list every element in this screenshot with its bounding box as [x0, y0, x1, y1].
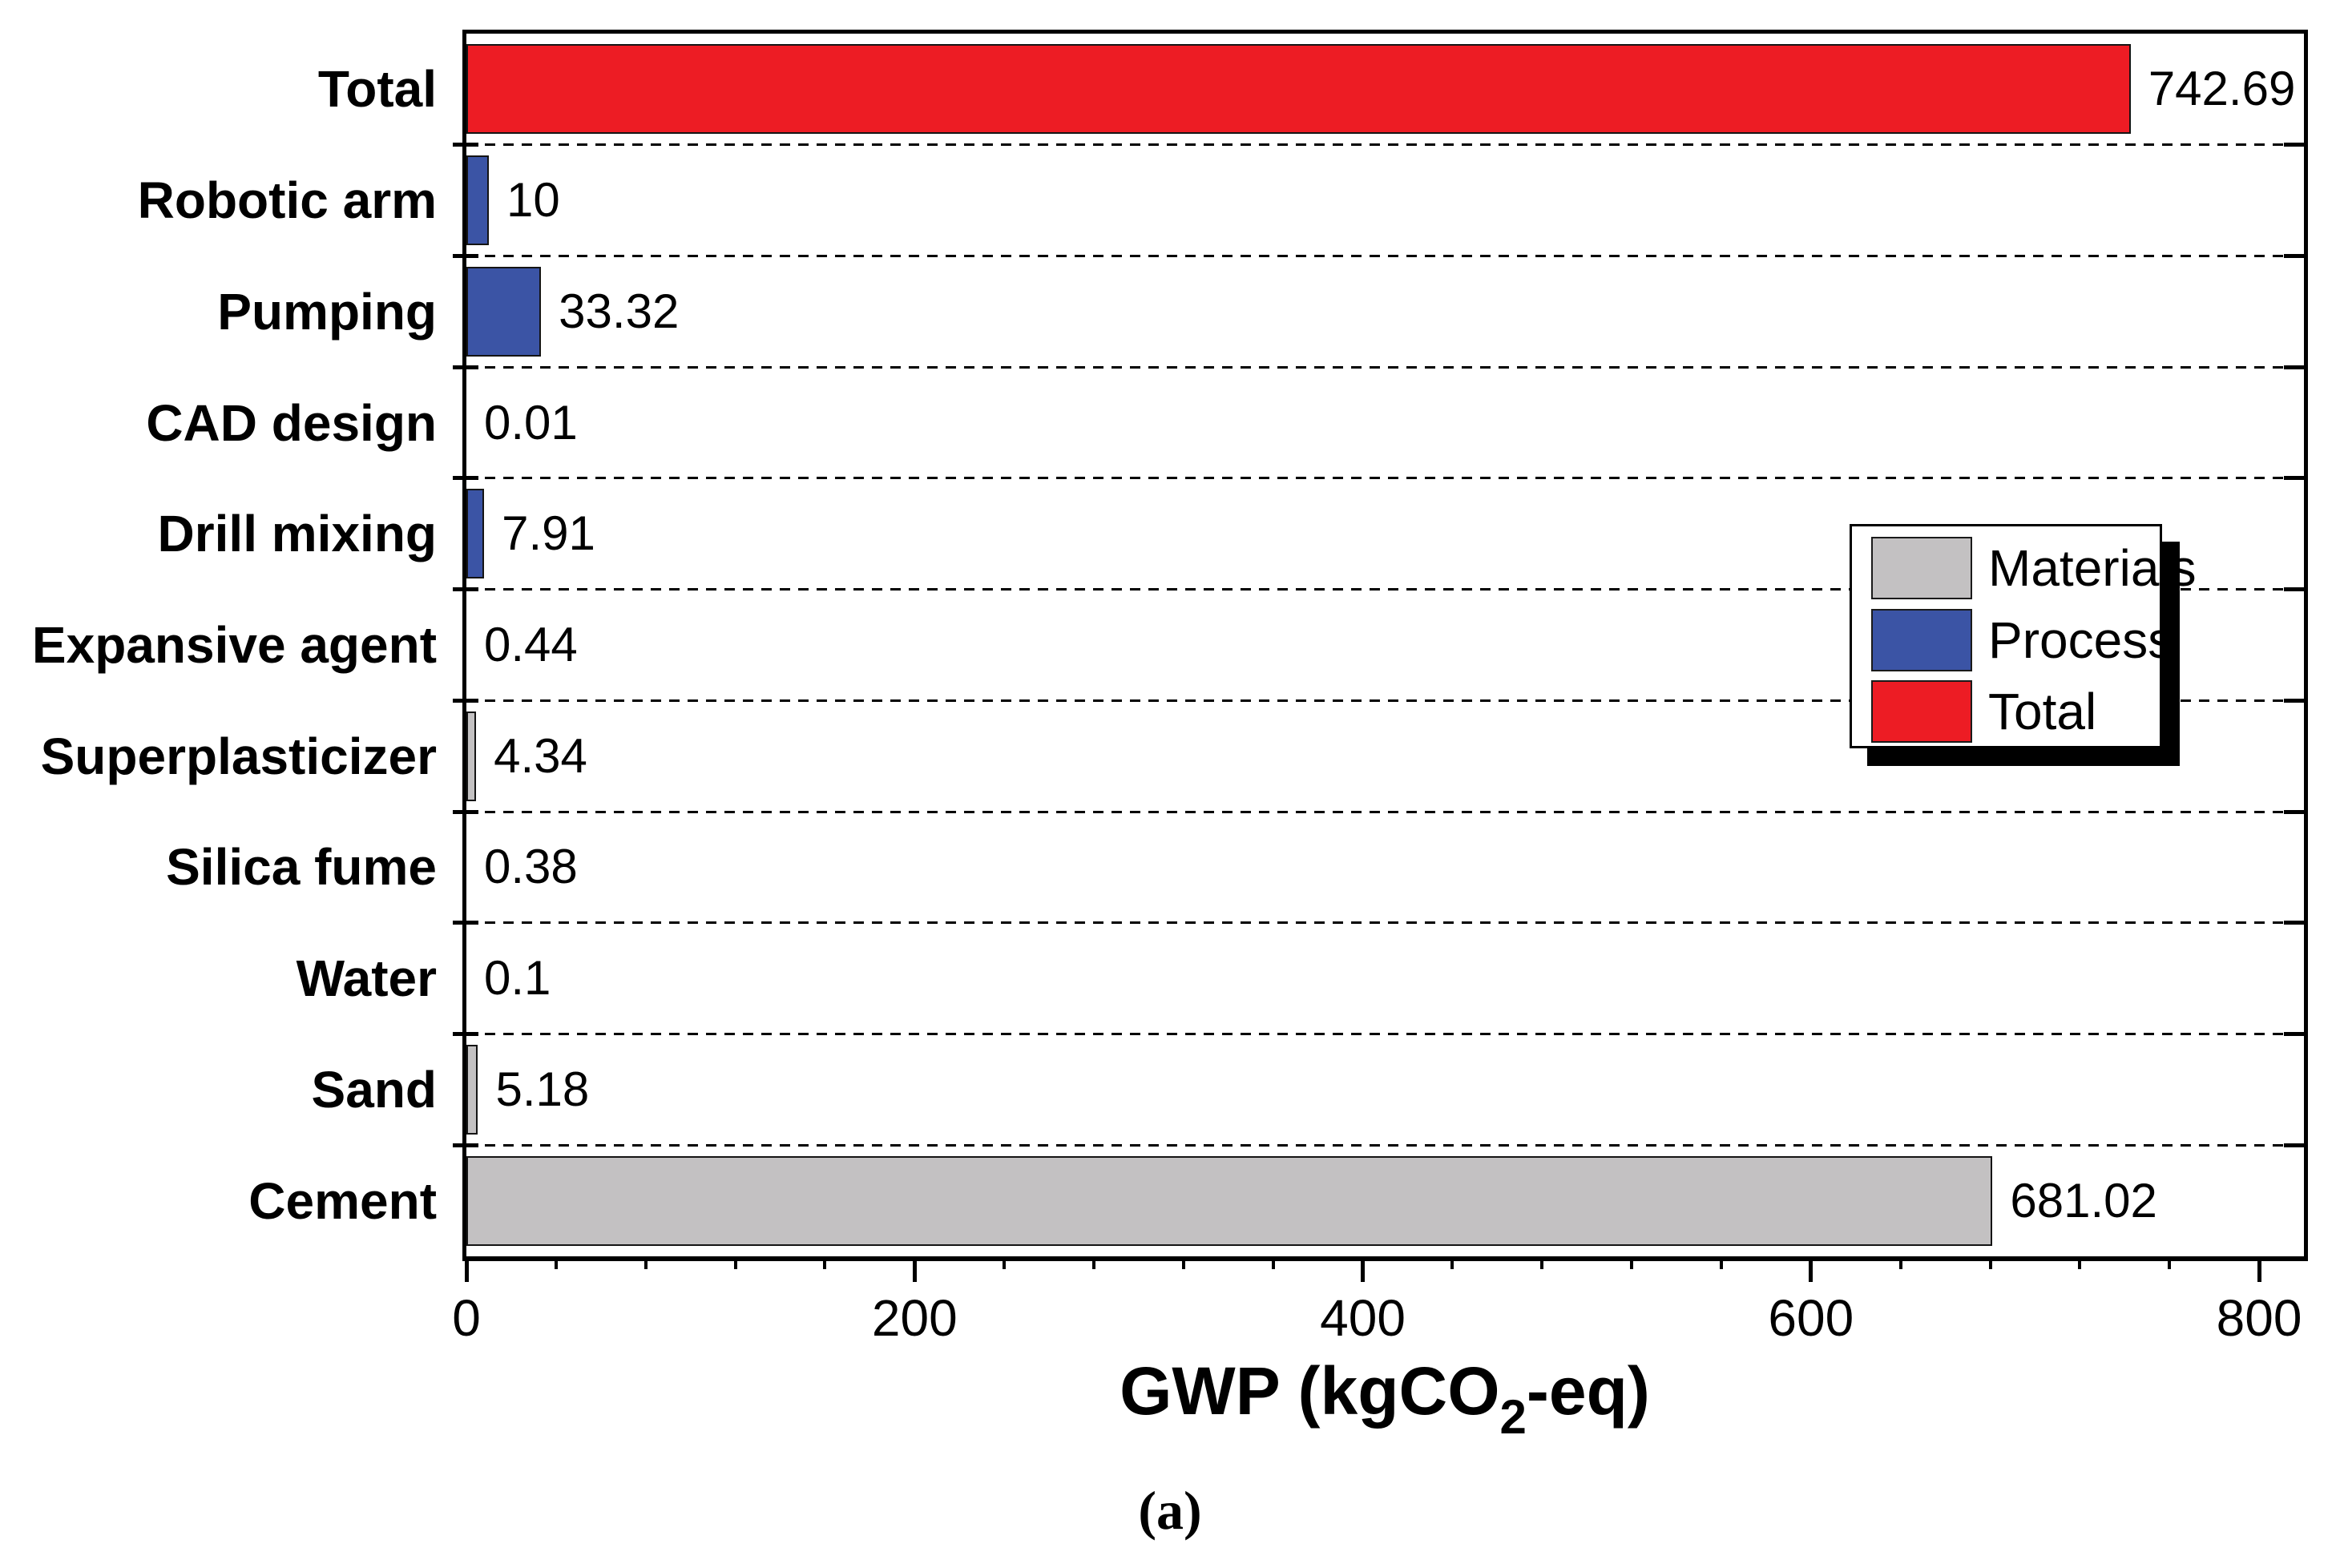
category-label: Superplasticizer [40, 727, 437, 785]
right-border-tick [2284, 253, 2308, 258]
x-tick-label: 400 [1320, 1289, 1406, 1347]
right-border-tick [2284, 143, 2308, 147]
category-label: Sand [311, 1060, 437, 1119]
legend: Materials Process Total [1850, 524, 2197, 748]
x-axis-minor-tick [1181, 1256, 1185, 1269]
legend-label: Total [1988, 683, 2097, 740]
category-label: Cement [248, 1171, 437, 1230]
legend-swatch-materials [1871, 537, 1972, 599]
right-border-tick [2284, 476, 2308, 481]
x-tick-label: 800 [2216, 1289, 2302, 1347]
x-axis-minor-tick [644, 1256, 648, 1269]
legend-label: Materials [1988, 539, 2197, 597]
x-axis-title-text: GWP (kgCO [1120, 1353, 1500, 1429]
x-axis-minor-tick [1003, 1256, 1007, 1269]
category-label: CAD design [146, 393, 437, 452]
x-axis-minor-tick [554, 1256, 558, 1269]
x-axis-major-tick [464, 1256, 469, 1282]
category-label: Total [317, 60, 437, 119]
right-border-tick [2284, 587, 2308, 592]
right-border-tick [2284, 1143, 2308, 1147]
bar-process [466, 266, 542, 357]
right-border-tick [2284, 1032, 2308, 1037]
category-separator-line [466, 1143, 2304, 1147]
bar-process [466, 489, 485, 579]
category-label: Robotic arm [137, 171, 437, 230]
category-label: Water [296, 949, 437, 1008]
bar-value-label: 0.38 [484, 840, 578, 894]
category-separator-line [466, 588, 2304, 591]
bar-value-label: 33.32 [559, 284, 680, 338]
category-label: Silica fume [166, 838, 437, 897]
bar-materials [466, 711, 477, 801]
x-axis-minor-tick [1091, 1256, 1095, 1269]
bar-value-label: 0.1 [484, 951, 551, 1006]
x-axis-minor-tick [2078, 1256, 2082, 1269]
category-separator-line [466, 477, 2304, 480]
bar-materials [466, 1044, 478, 1135]
plot-border-top [462, 30, 2308, 34]
bar-value-label: 5.18 [495, 1062, 590, 1116]
category-separator-line [466, 1033, 2304, 1036]
category-separator-line [466, 810, 2304, 813]
category-separator-line [466, 921, 2304, 925]
category-separator-line [466, 699, 2304, 702]
x-axis-minor-tick [2168, 1256, 2172, 1269]
category-label: Expansive agent [31, 616, 437, 674]
category-separator-line [466, 365, 2304, 369]
right-border-tick [2284, 809, 2308, 814]
bar-value-label: 0.44 [484, 618, 578, 671]
bar-value-label: 4.34 [494, 728, 587, 783]
x-axis-minor-tick [1271, 1256, 1275, 1269]
category-separator-line [466, 143, 2304, 147]
right-border-tick [2284, 921, 2308, 925]
x-axis-title-subscript: 2 [1499, 1390, 1527, 1444]
x-axis-major-tick [1809, 1256, 1814, 1282]
x-axis-minor-tick [1540, 1256, 1544, 1269]
bar-value-label: 681.02 [2010, 1173, 2157, 1227]
category-separator-line [466, 254, 2304, 257]
bar-value-label: 7.91 [502, 506, 595, 561]
bar-value-label: 742.69 [2148, 62, 2296, 116]
x-axis-minor-tick [1630, 1256, 1634, 1269]
bar-process [466, 155, 489, 246]
x-axis-minor-tick [1719, 1256, 1723, 1269]
x-tick-label: 600 [1768, 1289, 1854, 1347]
legend-label: Process [1988, 611, 2174, 669]
x-axis-minor-tick [1898, 1256, 1902, 1269]
x-axis-minor-tick [733, 1256, 737, 1269]
category-label: Drill mixing [157, 505, 438, 563]
legend-swatch-total [1871, 680, 1972, 743]
figure-caption: (a) [1138, 1480, 1202, 1541]
plot-border-right [2304, 30, 2308, 1261]
plot-border-bottom [462, 1256, 2308, 1261]
x-axis-major-tick [912, 1256, 917, 1282]
x-axis-minor-tick [823, 1256, 827, 1269]
right-border-tick [2284, 365, 2308, 369]
right-border-tick [2284, 698, 2308, 703]
x-axis-title: GWP (kgCO2-eq) [744, 1352, 2026, 1441]
x-axis-minor-tick [1988, 1256, 1992, 1269]
legend-swatch-process [1871, 608, 1972, 671]
bar-materials [466, 1155, 1993, 1246]
x-axis-minor-tick [1450, 1256, 1454, 1269]
bar-value-label: 10 [506, 173, 560, 228]
category-label: Pumping [217, 282, 437, 341]
bar-total [466, 44, 2131, 135]
x-axis-major-tick [2257, 1256, 2261, 1282]
x-tick-label: 0 [452, 1289, 481, 1347]
x-tick-label: 200 [871, 1289, 958, 1347]
bar-value-label: 0.01 [484, 395, 578, 449]
x-axis-title-suffix: -eq) [1526, 1353, 1650, 1429]
x-axis-major-tick [1361, 1256, 1366, 1282]
y-axis-line [462, 30, 466, 1261]
